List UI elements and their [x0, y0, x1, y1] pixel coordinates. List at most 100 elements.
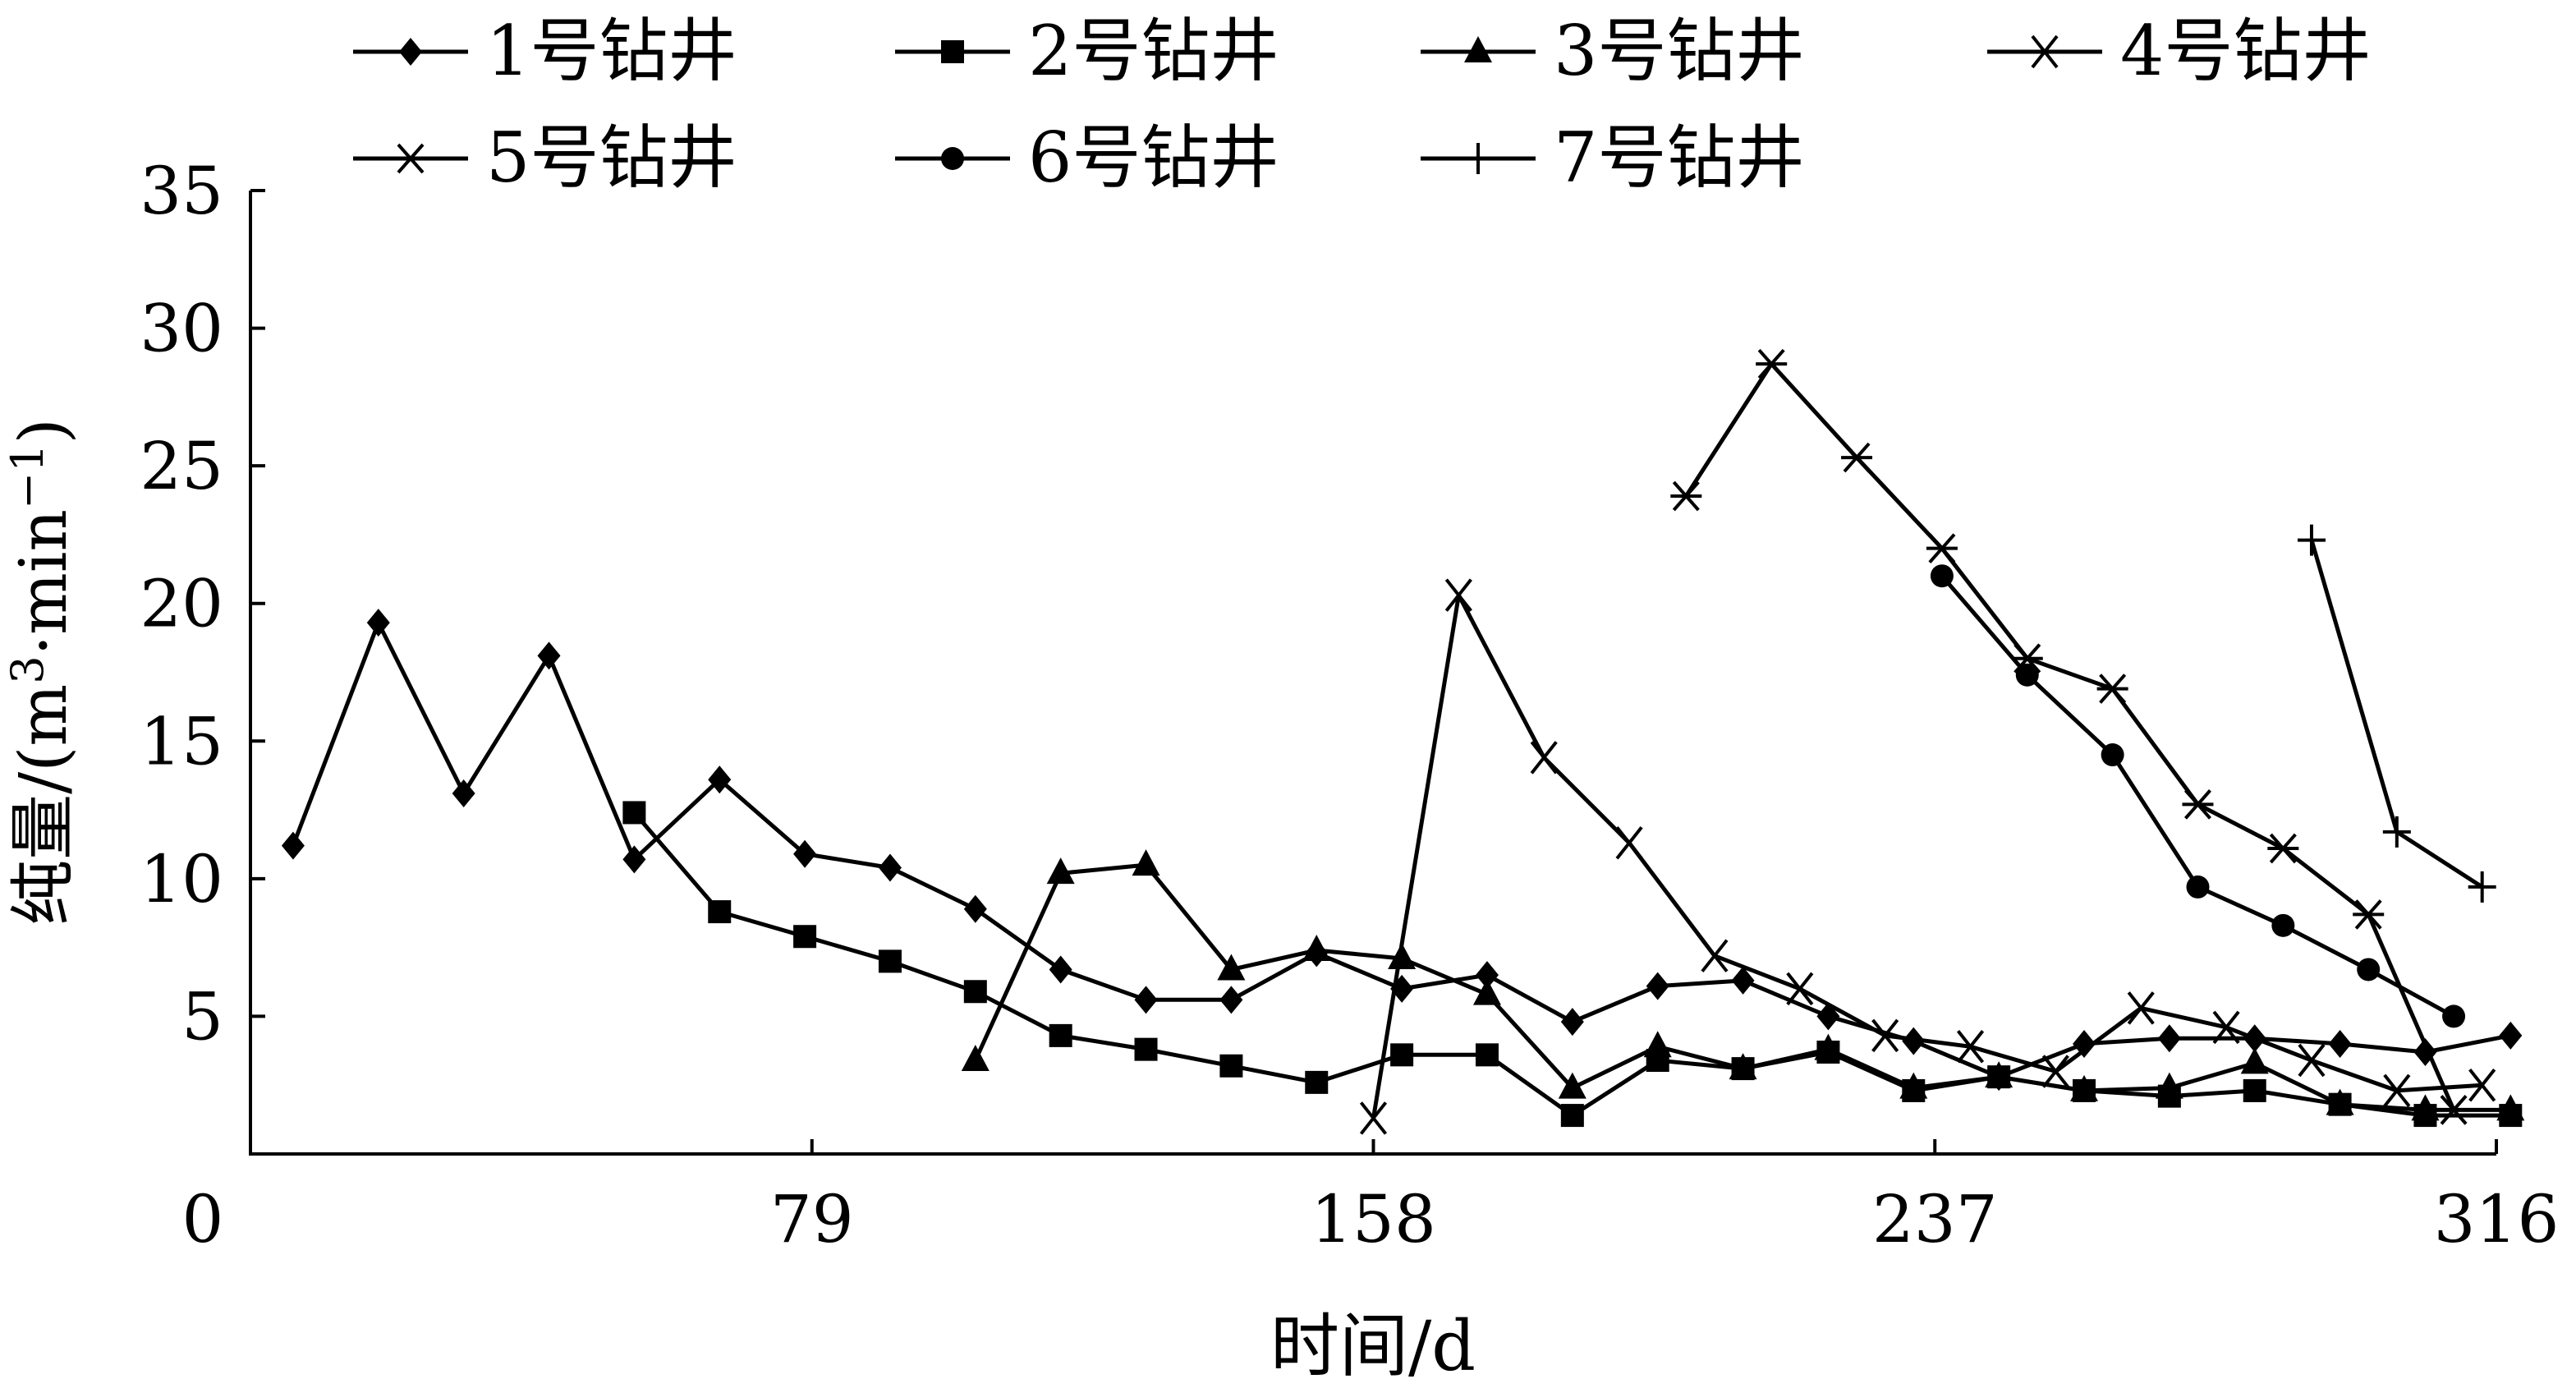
- ticks: 0 79 158 237 316 5 10 15 20 25 30 35: [140, 153, 2559, 1257]
- data-point: [2155, 1072, 2183, 1099]
- data-point: [1359, 1101, 1388, 1135]
- data-point: [2212, 1010, 2240, 1045]
- data-point: [1302, 934, 1331, 961]
- legend-label: 1号钻井: [486, 11, 737, 91]
- data-point: [878, 949, 902, 973]
- data-point: [963, 980, 987, 1004]
- legend-item: 4号钻井: [1987, 11, 2371, 91]
- y-tick-label: 35: [140, 153, 223, 229]
- data-point: [2496, 1094, 2525, 1121]
- series-line: [291, 620, 2511, 1079]
- data-point: [1132, 849, 1160, 876]
- data-point: [1930, 564, 1954, 588]
- data-point: [2267, 833, 2299, 864]
- data-point: [1472, 978, 1501, 1005]
- data-point: [2298, 1043, 2326, 1078]
- data-point: [1756, 348, 1788, 379]
- axes: [249, 191, 2496, 1156]
- data-point: [2411, 1094, 2440, 1121]
- data-point: [2073, 1029, 2096, 1058]
- x-tick-label: 316: [2434, 1181, 2560, 1257]
- series-7: [2297, 524, 2496, 903]
- data-point: [1046, 857, 1075, 885]
- data-point: [708, 765, 732, 794]
- x-tick-label: 158: [1311, 1181, 1436, 1257]
- data-point: [2499, 1021, 2523, 1050]
- data-point: [1643, 1031, 1672, 1058]
- data-point: [2353, 899, 2385, 930]
- data-point: [1219, 986, 1243, 1014]
- data-point: [1134, 1037, 1158, 1061]
- data-point: [281, 831, 305, 860]
- data-point: [793, 925, 817, 949]
- series-1: [281, 609, 2523, 1092]
- data-point: [878, 853, 902, 882]
- legend-label: 6号钻井: [1028, 117, 1279, 198]
- legend-label: 7号钻井: [1554, 117, 1804, 198]
- data-point: [2328, 1029, 2352, 1058]
- data-point: [1871, 1018, 1899, 1053]
- data-point: [1646, 972, 1669, 1000]
- y-tick-label: 10: [140, 841, 223, 917]
- data-point: [1985, 1061, 2014, 1088]
- data-point: [1956, 1030, 1985, 1064]
- data-point: [1786, 972, 1814, 1006]
- data-point: [2357, 958, 2381, 981]
- data-point: [537, 641, 561, 670]
- data-point: [2182, 789, 2214, 820]
- series-4: [1359, 578, 2496, 1135]
- data-point: [2326, 1088, 2354, 1115]
- y-tick-label: 5: [181, 978, 223, 1055]
- x-axis-label: 时间/d: [1270, 1306, 1476, 1379]
- data-point: [1560, 1008, 1584, 1037]
- data-point: [1390, 1043, 1414, 1067]
- legend-marker: [941, 40, 964, 63]
- legend-item: 1号钻井: [353, 11, 737, 91]
- legend-label: 5号钻井: [486, 117, 737, 198]
- legend-marker: [1464, 143, 1492, 174]
- data-point: [1729, 1053, 1757, 1080]
- data-point: [2041, 1055, 2069, 1088]
- legend-item: 2号钻井: [895, 11, 1279, 91]
- legend: 1号钻井 2号钻井 3号钻井 4号钻井 5号钻井 6号钻井 7号钻井: [353, 11, 2371, 198]
- data-point: [1305, 1070, 1329, 1094]
- data-point: [1444, 578, 1472, 612]
- data-point: [2015, 663, 2039, 687]
- x-tick-label: 237: [1872, 1181, 1998, 1257]
- series-6: [1930, 564, 2466, 1028]
- data-point: [2240, 1047, 2269, 1074]
- series-group: [281, 348, 2525, 1135]
- data-point: [2383, 1073, 2411, 1108]
- legend-marker: [399, 38, 422, 66]
- legend-marker: [1464, 36, 1492, 62]
- y-tick-label: 25: [140, 428, 223, 504]
- data-point: [2243, 1078, 2266, 1102]
- data-point: [1615, 826, 1643, 860]
- legend-item: 6号钻井: [895, 117, 1279, 198]
- data-point: [793, 839, 817, 868]
- data-point: [2297, 524, 2326, 556]
- legend-label: 2号钻井: [1028, 11, 1279, 91]
- legend-item: 7号钻井: [1421, 117, 1804, 198]
- data-point: [1049, 1023, 1072, 1047]
- data-point: [708, 900, 732, 924]
- data-point: [2438, 1095, 2470, 1125]
- series-3: [961, 849, 2525, 1121]
- data-point: [1560, 1104, 1584, 1128]
- data-point: [2186, 875, 2210, 899]
- data-point: [622, 845, 646, 874]
- legend-label: 4号钻井: [2120, 11, 2371, 91]
- data-point: [1731, 966, 1755, 995]
- data-point: [1217, 954, 1246, 981]
- data-point: [2127, 991, 2155, 1025]
- series-line: [1940, 574, 2455, 1018]
- data-point: [2096, 673, 2128, 704]
- data-point: [366, 609, 390, 637]
- x-tick-label: 0: [182, 1181, 224, 1257]
- data-point: [2442, 1004, 2466, 1028]
- data-point: [1899, 1072, 1928, 1099]
- data-point: [2468, 871, 2496, 903]
- y-tick-label: 20: [140, 566, 223, 642]
- data-point: [2070, 1074, 2099, 1101]
